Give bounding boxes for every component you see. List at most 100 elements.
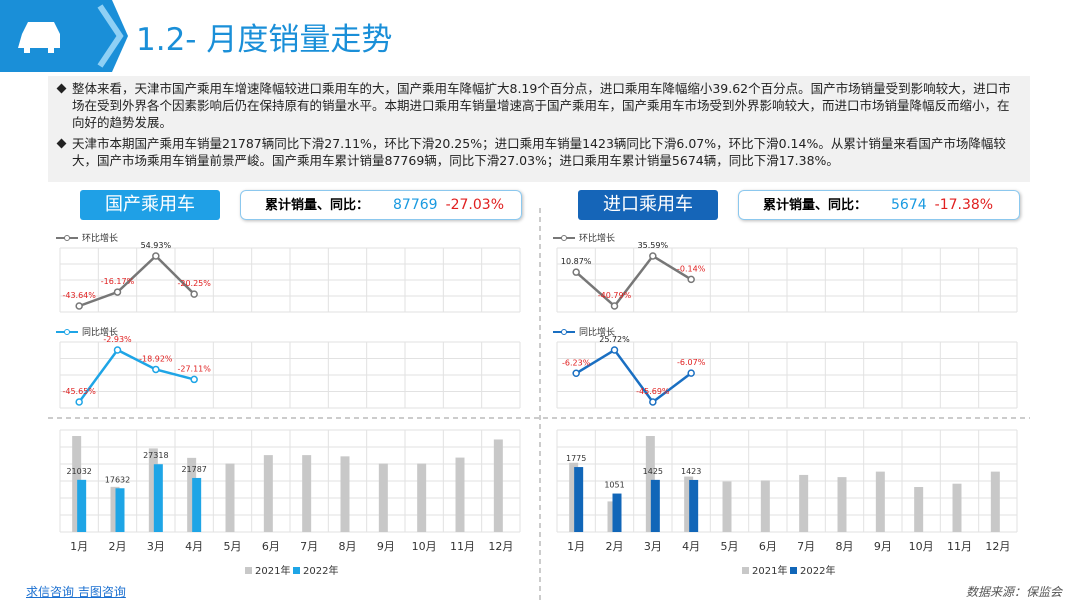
point (572, 268, 580, 276)
yoy: -27.03% (445, 197, 504, 213)
link[interactable]: 吉图咨询 (77, 585, 126, 599)
point (649, 252, 657, 260)
total: 87769 (393, 197, 438, 213)
data-label: -20.25% (177, 279, 211, 288)
legend-label: 2021年 (255, 564, 290, 577)
x-tick-label: 7月 (797, 540, 815, 553)
bar (574, 467, 584, 532)
x-tick-label: 5月 (224, 540, 242, 553)
x-tick-label: 4月 (682, 540, 700, 553)
data-label: 1425 (643, 467, 663, 476)
data-label: 54.93% (141, 241, 172, 250)
panel-title: 进口乘用车 (578, 190, 718, 220)
bar (689, 479, 699, 532)
line (575, 348, 692, 404)
legend-label: 2022年 (303, 564, 338, 577)
legend-label: 环比增长 (82, 232, 118, 244)
bar (722, 481, 732, 532)
data-label: 21787 (181, 465, 206, 474)
legend-marker (64, 329, 70, 335)
bar (153, 464, 163, 532)
legend-label: 环比增长 (579, 232, 615, 244)
bar (115, 488, 125, 532)
data-label: -6.07% (677, 358, 706, 367)
point (687, 275, 695, 284)
data-label: -6.23% (562, 358, 591, 367)
point (190, 290, 198, 298)
x-tick-label: 9月 (377, 540, 395, 553)
data-label: 35.59% (638, 241, 669, 250)
total: 5674 (891, 197, 927, 213)
bar (77, 479, 87, 532)
data-label: 25.72% (599, 335, 630, 344)
bar (990, 471, 1000, 532)
x-tick-label: 10月 (909, 540, 934, 553)
point (152, 365, 160, 374)
x-tick-label: 6月 (262, 540, 280, 553)
data-label: -45.65% (62, 387, 96, 396)
data-label: 17632 (105, 475, 130, 484)
point (113, 346, 122, 354)
x-tick-label: 3月 (644, 540, 662, 553)
panel-summary: 累计销量、同比： 5674 -17.38% (738, 190, 1020, 220)
bar (650, 479, 660, 532)
legend-marker (561, 235, 567, 241)
legend-label: 同比增长 (82, 326, 118, 338)
summary-label: 累计销量、同比： (265, 198, 370, 213)
point (75, 398, 83, 406)
x-tick-label: 11月 (450, 540, 475, 553)
data-label: -27.11% (177, 364, 211, 373)
point (75, 302, 83, 310)
point (610, 302, 619, 310)
x-tick-label: 10月 (412, 540, 437, 553)
chevron (97, 4, 124, 68)
car-icon (18, 22, 60, 53)
summary-label: 累计销量、同比： (763, 198, 868, 213)
point (190, 375, 198, 384)
data-label: 1051 (604, 481, 624, 490)
yoy: -17.38% (934, 197, 994, 213)
data-label: -45.69% (636, 387, 670, 396)
x-tick-label: 7月 (300, 540, 318, 553)
summary-box: 整体来看，天津市国产乘用车增速降幅较进口乘用车的大，国产乘用车降幅扩大8.19个… (48, 76, 1030, 182)
bar (569, 462, 579, 532)
bar (225, 463, 235, 532)
x-tick-label: 8月 (836, 540, 854, 553)
bar (417, 463, 427, 532)
data-label: 10.87% (561, 257, 592, 266)
legend-label: 同比增长 (579, 326, 615, 338)
bar (684, 476, 694, 532)
bar (110, 486, 120, 532)
x-tick-label: 2月 (109, 540, 127, 553)
bar (914, 487, 924, 532)
point (152, 252, 160, 260)
bullet: 天津市本期国产乘用车销量21787辆同比下滑27.11%，环比下滑20.25%；… (56, 135, 1020, 169)
x-tick-label: 6月 (759, 540, 777, 553)
bar (760, 480, 770, 532)
line (78, 254, 196, 308)
bullet: 整体来看，天津市国产乘用车增速降幅较进口乘用车的大，国产乘用车降幅扩大8.19个… (56, 80, 1020, 131)
link[interactable]: 求信咨询 (26, 585, 75, 599)
bar (607, 501, 617, 532)
bar (952, 483, 962, 532)
bar (455, 457, 465, 532)
bar (187, 457, 197, 532)
x-tick-label: 4月 (185, 540, 203, 553)
bar (72, 436, 82, 532)
data-label: 27318 (143, 451, 168, 460)
data-label: -43.64% (62, 291, 96, 300)
bar (192, 477, 202, 532)
x-tick-label: 5月 (721, 540, 739, 553)
x-tick-label: 9月 (874, 540, 892, 553)
data-label: -18.92% (139, 354, 173, 363)
bar (493, 439, 503, 532)
data-label: 1423 (681, 467, 701, 476)
x-tick-label: 8月 (339, 540, 357, 553)
panel-title: 国产乘用车 (80, 190, 220, 220)
x-tick-label: 3月 (147, 540, 165, 553)
bar (799, 474, 809, 532)
bar (612, 493, 622, 532)
legend-label: 2022年 (800, 564, 835, 577)
